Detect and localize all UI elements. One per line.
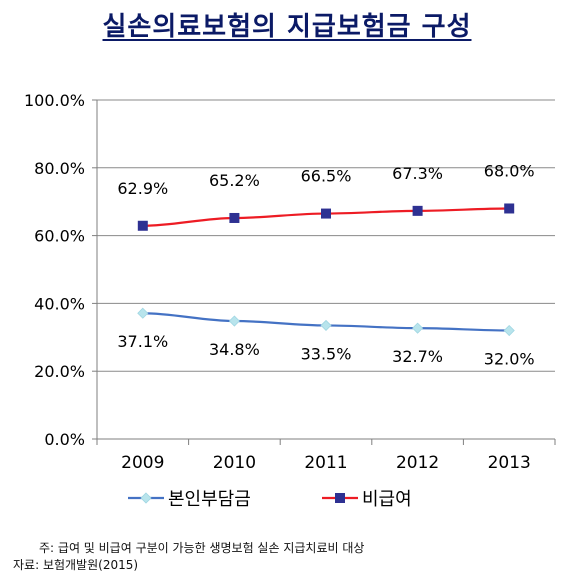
data-label: 65.2% — [209, 171, 260, 190]
marker-1 — [137, 307, 149, 319]
grid-lines — [97, 99, 555, 372]
marker-2 — [229, 212, 240, 223]
legend-marker-2 — [335, 493, 345, 503]
marker-2 — [504, 203, 515, 214]
series-lines — [142, 207, 510, 332]
legend-label-1: 본인부담금 — [168, 489, 251, 510]
data-label: 34.8% — [209, 340, 260, 359]
x-tick-label: 2010 — [213, 453, 256, 473]
x-tick-label: 2012 — [396, 453, 439, 473]
data-label: 66.5% — [301, 167, 352, 186]
marker-2 — [137, 220, 148, 231]
y-tick-label: 20.0% — [34, 362, 85, 381]
y-tick-label: 40.0% — [34, 294, 85, 313]
marker-1 — [228, 315, 240, 327]
axes — [92, 99, 556, 445]
y-tick-label: 80.0% — [34, 159, 85, 178]
marker-1 — [412, 322, 424, 334]
legend: 본인부담금 비급여 — [128, 489, 412, 510]
series-markers — [137, 203, 515, 337]
data-label: 37.1% — [117, 332, 168, 351]
data-label: 32.0% — [484, 350, 535, 369]
x-tick-label: 2011 — [304, 453, 347, 473]
y-tick-label: 60.0% — [34, 227, 85, 246]
chart-title: 실손의료보험의 지급보험금 구성 — [102, 12, 472, 42]
marker-1 — [320, 319, 332, 332]
x-tick-label: 2009 — [121, 453, 164, 473]
data-labels: 37.1% 34.8% 33.5% 32.7% 32.0% 62.9% 65.2% 66.5%… — [117, 161, 534, 368]
data-label: 68.0% — [484, 161, 535, 180]
legend-marker-1 — [140, 492, 152, 504]
data-label: 62.9% — [117, 179, 168, 198]
legend-label-2: 비급여 — [362, 489, 412, 510]
marker-2 — [412, 205, 423, 216]
data-label: 67.3% — [392, 164, 443, 183]
y-tick-label: 100.0% — [24, 91, 85, 110]
x-tick-label: 2013 — [488, 453, 531, 473]
footnote-scope: 주: 급여 및 비급여 구분이 가능한 생명보험 실손 지급치료비 대상 — [39, 541, 365, 555]
footnote-source: 자료: 보험개발원(2015) — [13, 558, 139, 572]
footnotes: 주: 급여 및 비급여 구분이 가능한 생명보험 실손 지급치료비 대상 자료:… — [13, 540, 364, 574]
marker-1 — [503, 324, 515, 337]
y-tick-labels: 100.0% 80.0% 60.0% 40.0% 20.0% 0.0% — [24, 91, 85, 449]
marker-2 — [321, 208, 331, 219]
data-label: 33.5% — [301, 344, 352, 363]
y-tick-label: 0.0% — [44, 430, 85, 449]
data-label: 32.7% — [392, 347, 443, 366]
x-tick-labels: 2009 2010 2011 2012 2013 — [121, 453, 531, 473]
